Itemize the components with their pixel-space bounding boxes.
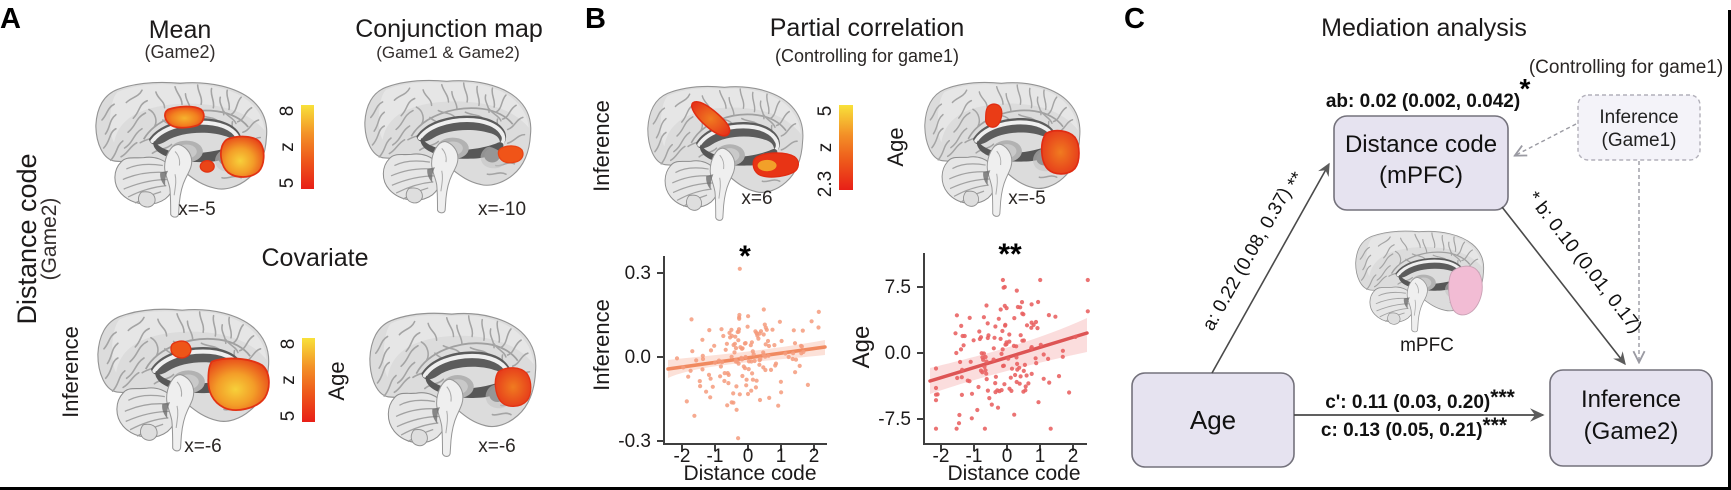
svg-text:B: B	[585, 3, 606, 35]
svg-text:(Game2): (Game2)	[38, 198, 61, 281]
svg-text:Inference: Inference	[589, 299, 614, 391]
svg-text:(Game1): (Game1)	[1602, 130, 1677, 151]
svg-text:0: 0	[743, 446, 754, 467]
svg-text:-2: -2	[933, 446, 950, 467]
svg-text:ab: 0.02 (0.002, 0.042): ab: 0.02 (0.002, 0.042)	[1326, 91, 1520, 112]
svg-text:2.3: 2.3	[815, 171, 836, 197]
svg-text:1: 1	[776, 446, 787, 467]
svg-text:(Controlling for game1): (Controlling for game1)	[1529, 57, 1723, 78]
svg-text:7.5: 7.5	[885, 277, 911, 298]
svg-text:-7.5: -7.5	[878, 409, 911, 430]
svg-text:(Game2): (Game2)	[144, 42, 215, 62]
svg-text:x=6: x=6	[741, 188, 772, 209]
svg-text:-1: -1	[966, 446, 983, 467]
svg-text:C: C	[1124, 3, 1145, 35]
svg-text:z: z	[815, 143, 836, 153]
svg-text:x=-10: x=-10	[478, 199, 526, 220]
svg-text:(mPFC): (mPFC)	[1379, 162, 1463, 189]
svg-text:2: 2	[809, 446, 820, 467]
svg-text:Distance code: Distance code	[947, 462, 1080, 485]
svg-text:*: *	[739, 240, 751, 273]
svg-text:(Controlling for game1): (Controlling for game1)	[775, 46, 959, 66]
svg-text:0.0: 0.0	[885, 343, 911, 364]
svg-text:-0.3: -0.3	[618, 431, 651, 452]
svg-text:z: z	[278, 375, 299, 385]
svg-text:(Game2): (Game2)	[1584, 418, 1679, 445]
svg-text:**: **	[998, 238, 1022, 271]
svg-text:Mean: Mean	[149, 16, 212, 44]
svg-text:Inference: Inference	[589, 100, 614, 192]
svg-text:-1: -1	[707, 446, 724, 467]
svg-text:x=-6: x=-6	[184, 436, 222, 457]
svg-text:x=-6: x=-6	[478, 436, 516, 457]
svg-text:5: 5	[278, 411, 299, 422]
svg-text:A: A	[0, 3, 21, 35]
svg-text:8: 8	[278, 339, 299, 350]
svg-text:x=-5: x=-5	[178, 199, 216, 220]
svg-text:Covariate: Covariate	[262, 244, 369, 272]
svg-text:Age: Age	[324, 361, 349, 400]
svg-text:x=-5: x=-5	[1008, 188, 1046, 209]
svg-text:0.3: 0.3	[625, 263, 651, 284]
svg-text:*: *	[1520, 73, 1531, 104]
svg-text:8: 8	[277, 106, 298, 117]
svg-text:Partial correlation: Partial correlation	[770, 14, 965, 42]
svg-text:(Game1 & Game2): (Game1 & Game2)	[376, 43, 520, 62]
svg-text:1: 1	[1035, 446, 1046, 467]
svg-text:z: z	[277, 142, 298, 152]
svg-text:Conjunction map: Conjunction map	[355, 15, 543, 43]
svg-text:0: 0	[1002, 446, 1013, 467]
svg-text:Age: Age	[848, 326, 875, 369]
svg-text:Age: Age	[883, 127, 908, 166]
svg-text:Distance code: Distance code	[12, 153, 42, 324]
svg-text:mPFC: mPFC	[1400, 335, 1454, 356]
svg-text:Inference: Inference	[1599, 107, 1678, 128]
svg-text:-2: -2	[674, 446, 691, 467]
svg-text:5: 5	[277, 178, 298, 189]
svg-text:Age: Age	[1190, 405, 1236, 435]
svg-text:0.0: 0.0	[625, 347, 651, 368]
svg-text:5: 5	[815, 106, 836, 117]
svg-text:2: 2	[1068, 446, 1079, 467]
svg-text:Distance code: Distance code	[1345, 131, 1497, 158]
svg-text:Inference: Inference	[1581, 386, 1681, 413]
svg-text:Inference: Inference	[58, 326, 83, 418]
svg-text:Mediation analysis: Mediation analysis	[1321, 14, 1527, 42]
svg-text:Distance code: Distance code	[683, 462, 816, 485]
